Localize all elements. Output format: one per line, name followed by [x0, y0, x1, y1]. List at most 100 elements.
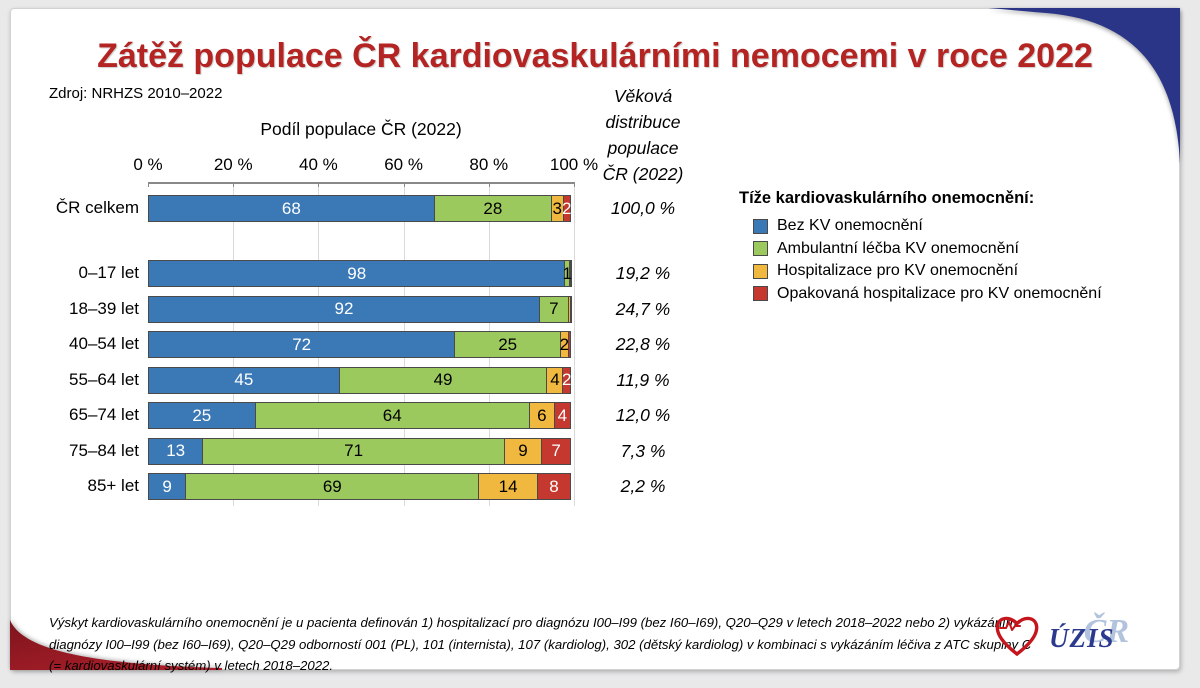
- bar-row: 45 49 4 2: [148, 366, 574, 394]
- bar-row: 72 25 2: [148, 331, 574, 358]
- page-title: Zátěž populace ČR kardiovaskulárními nem…: [97, 37, 1093, 75]
- stacked-bar-chart: Podíl populace ČR (2022) Věková distribu…: [11, 9, 1179, 669]
- category-label: 40–54 let: [69, 334, 139, 353]
- uzis-logo-text: ÚZIS: [1049, 623, 1115, 653]
- x-axis-line: [148, 182, 575, 184]
- category-label: 75–84 let: [69, 440, 139, 460]
- age-distribution-value: 2,2 %: [620, 476, 666, 496]
- legend-label: Ambulantní léčba KV onemocnění: [777, 239, 1019, 257]
- footnote-line: (= kardiovaskulární systém) v letech 201…: [49, 658, 334, 673]
- bar-segment: 13: [148, 437, 204, 465]
- uzis-logo: ČR ÚZIS: [1049, 611, 1129, 661]
- age-distribution-header-line: ČR (2022): [602, 164, 684, 184]
- bar-row: 92 7: [148, 295, 574, 323]
- bar-segment-value: 14: [498, 476, 518, 496]
- bar-segment-value: 9: [518, 441, 528, 461]
- bar-segment-value: 49: [433, 370, 453, 390]
- bar-segment-value: 45: [234, 370, 254, 390]
- bar-segment-value: 2: [559, 334, 570, 354]
- x-axis-tick-label: 80 %: [469, 155, 509, 174]
- bar-segment-value: 25: [192, 405, 212, 425]
- legend-swatch-icon: [753, 241, 768, 257]
- x-axis-tick-mark: [574, 182, 575, 187]
- x-axis-tick-mark: [488, 182, 490, 187]
- category-label: ČR celkem: [55, 198, 139, 217]
- legend-item: Ambulantní léčba KV onemocnění: [739, 238, 1102, 261]
- chart-legend: Tíže kardiovaskulárního onemocnění: Bez …: [739, 189, 1102, 305]
- bar-segment: 28: [433, 195, 552, 222]
- bar-segment-value: 4: [550, 370, 560, 390]
- legend-swatch-icon: [753, 286, 768, 302]
- bar-segment: 2: [561, 366, 572, 394]
- category-label: 0–17 let: [78, 263, 140, 282]
- bar-segment: 25: [148, 402, 256, 429]
- bar-row: 68 28 3 2: [148, 195, 574, 222]
- legend-item: Hospitalizace pro KV onemocnění: [739, 260, 1102, 283]
- bar-segment: 71: [202, 437, 505, 465]
- bar-segment-value: 3: [552, 198, 562, 218]
- bar-segment-value: 28: [483, 198, 503, 218]
- age-distribution-header-line: distribuce: [605, 112, 681, 132]
- x-axis-tick-label: 0 %: [133, 155, 163, 174]
- bar-row: 25 64 6 4: [148, 402, 574, 429]
- age-distribution-header-line: populace: [607, 138, 679, 158]
- category-label: 18–39 let: [69, 298, 139, 318]
- legend-swatch-icon: [753, 263, 768, 279]
- legend-label: Bez KV onemocnění: [777, 217, 923, 235]
- age-distribution-value: 11,9 %: [616, 369, 670, 390]
- bar-segment-value: 64: [382, 405, 402, 425]
- age-distribution-value: 19,2 %: [615, 263, 671, 283]
- x-axis-title: Podíl populace ČR (2022): [260, 119, 462, 139]
- category-label: 65–74 let: [69, 405, 139, 424]
- age-distribution-value: 22,8 %: [615, 334, 671, 354]
- age-distribution-header: Věková distribuce populace ČR (2022): [593, 83, 693, 187]
- x-axis-tick-mark: [233, 182, 235, 187]
- bar-segment: 2: [562, 195, 572, 222]
- legend-item: Opakovaná hospitalizace pro KV onemocněn…: [739, 283, 1102, 306]
- bar-segment: 98: [148, 260, 566, 287]
- x-axis-tick-label: 20 %: [213, 155, 253, 174]
- bar-segment: 9: [148, 473, 187, 500]
- bar-segment: 49: [338, 366, 548, 394]
- footnote-line: Výskyt kardiovaskulárního onemocnění je …: [49, 615, 1017, 630]
- footnote: Výskyt kardiovaskulárního onemocnění je …: [49, 612, 1059, 677]
- bar-segment-value: 72: [292, 334, 312, 354]
- bar-segment: 14: [478, 473, 538, 500]
- x-axis-tick-label: 40 %: [299, 155, 338, 174]
- uzis-cr-ghost-text: ČR: [1083, 613, 1129, 650]
- gridline: [574, 184, 575, 506]
- legend-item: Bez KV onemocnění: [739, 215, 1102, 238]
- bar-segment-value: 1: [562, 263, 572, 283]
- bar-segment: 4: [553, 402, 571, 429]
- bar-segment: 6: [528, 402, 555, 429]
- bar-segment-value: 2: [561, 370, 572, 390]
- age-distribution-value: 24,7 %: [615, 298, 671, 319]
- bar-segment: 64: [254, 402, 530, 429]
- bar-segment-value: 69: [322, 476, 342, 496]
- heart-ecg-logo-icon: [995, 616, 1039, 657]
- bar-segment-value: 7: [549, 299, 559, 319]
- x-axis-tick-label: 100 %: [549, 155, 599, 174]
- bar-segment: 7: [538, 295, 569, 323]
- bar-segment-value: 13: [166, 441, 186, 461]
- age-distribution-value: 100,0 %: [610, 198, 676, 218]
- footnote-line: diagnózy I00–I99 (bez I60–I69), Q20–Q29 …: [49, 636, 1032, 652]
- bar-segment-value: 4: [557, 405, 568, 425]
- x-axis-tick-label: 60 %: [384, 155, 423, 174]
- bar-segment: [569, 295, 572, 323]
- age-distribution-value: 7,3 %: [620, 440, 666, 461]
- bar-row: 9 69 14 8: [148, 473, 574, 500]
- x-axis-tick-mark: [148, 182, 149, 187]
- x-axis-tick-mark: [318, 182, 320, 187]
- slide-canvas: Zátěž populace ČR kardiovaskulárními nem…: [10, 8, 1180, 673]
- age-distribution-header-line: Věková: [613, 86, 673, 106]
- bar-segment: [567, 331, 571, 358]
- bar-segment-value: 25: [498, 334, 518, 354]
- bar-segment: 4: [546, 366, 564, 394]
- bar-segment-value: 68: [281, 198, 301, 218]
- bar-segment: 68: [148, 195, 435, 222]
- bar-segment-value: 71: [344, 441, 364, 461]
- bar-segment-value: 2: [562, 198, 572, 218]
- bar-segment: 8: [536, 473, 571, 500]
- legend-title: Tíže kardiovaskulárního onemocnění:: [739, 189, 1035, 207]
